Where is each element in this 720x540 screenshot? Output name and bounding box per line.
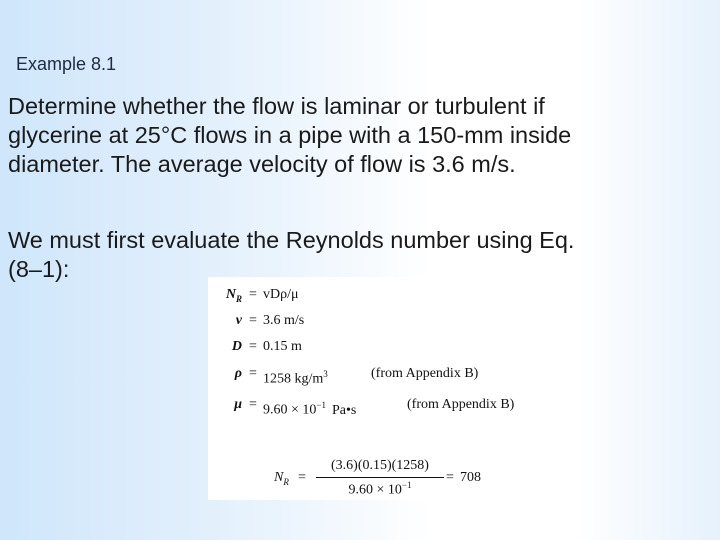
expression-text: 9.60 × 10 xyxy=(263,402,317,418)
numerator: (3.6)(0.15)(1258) xyxy=(331,458,429,473)
definition-row: D = 0.15 m xyxy=(208,337,547,357)
text-line: glycerine at 25°C flows in a pipe with a… xyxy=(8,122,572,148)
expression: 9.60 × 10−1 Pa•s xyxy=(263,395,356,421)
symbol-text: ρ xyxy=(234,366,242,381)
superscript: −1 xyxy=(401,480,412,490)
denominator-text: 9.60 × 10 xyxy=(348,482,402,498)
expression-text: 3.6 m/s xyxy=(263,313,305,328)
paragraph: We must first evaluate the Reynolds numb… xyxy=(8,226,708,284)
definition-row: NR = vDρ/μ xyxy=(208,285,547,305)
denominator: 9.60 × 10−1 xyxy=(316,480,444,499)
symbol: NR xyxy=(226,285,242,309)
subscript: R xyxy=(235,293,242,304)
unit: Pa•s xyxy=(331,402,357,418)
expression: vDρ/μ xyxy=(263,285,299,305)
expression-text: 1258 kg/m xyxy=(263,371,324,387)
relation: = xyxy=(249,287,257,302)
result: NR = (3.6)(0.15)(1258) 9.60 × 10−1 = 708 xyxy=(274,458,544,499)
symbol-text: N xyxy=(274,470,284,485)
expression: 0.15 m xyxy=(263,337,302,357)
symbol-text: v xyxy=(235,313,242,328)
fraction-bar xyxy=(316,477,444,478)
superscript: 3 xyxy=(323,369,328,379)
note: (from Appendix B) xyxy=(407,397,515,412)
definition-row: μ = 9.60 × 10−1 Pa•s (from Appendix B) xyxy=(208,395,547,418)
equation-image: NR = vDρ/μ v = 3.6 m/s D = 0.15 m ρ = 1258 kg/m3 (fr… xyxy=(208,277,547,500)
symbol: v xyxy=(236,311,242,331)
relation: = xyxy=(249,397,257,412)
relation: = xyxy=(249,366,257,381)
text-line: We must first evaluate the Reynolds numb… xyxy=(8,227,575,253)
symbol: ρ xyxy=(235,364,242,384)
note: (from Appendix B) xyxy=(371,366,479,381)
expression-text: 0.15 m xyxy=(263,339,302,354)
text-line: (8–1): xyxy=(8,256,70,282)
text-line: diameter. The average velocity of flow i… xyxy=(8,151,516,177)
relation: = xyxy=(249,313,257,328)
text-line: Determine whether the flow is laminar or… xyxy=(8,93,545,119)
symbol: μ xyxy=(234,395,242,415)
symbol: D xyxy=(232,337,242,357)
definition-row: v = 3.6 m/s xyxy=(208,311,547,331)
result-value: 708 xyxy=(460,470,481,485)
expression-text: vDρ/μ xyxy=(263,287,299,302)
symbol-text: N xyxy=(225,287,236,302)
relation: = xyxy=(298,470,306,485)
superscript: −1 xyxy=(316,400,326,410)
relation: = xyxy=(446,470,454,485)
paragraph: Determine whether the flow is laminar or… xyxy=(8,92,708,179)
symbol-text: μ xyxy=(234,397,242,412)
expression: 1258 kg/m3 xyxy=(263,364,328,390)
definition-row: ρ = 1258 kg/m3 (from Appendix B) xyxy=(208,364,547,387)
expression: 3.6 m/s xyxy=(263,311,304,331)
symbol: NR xyxy=(274,470,289,487)
relation: = xyxy=(249,339,257,354)
subscript: R xyxy=(283,476,289,487)
slide-title: Example 8.1 xyxy=(16,54,117,74)
symbol-text: D xyxy=(231,339,242,354)
